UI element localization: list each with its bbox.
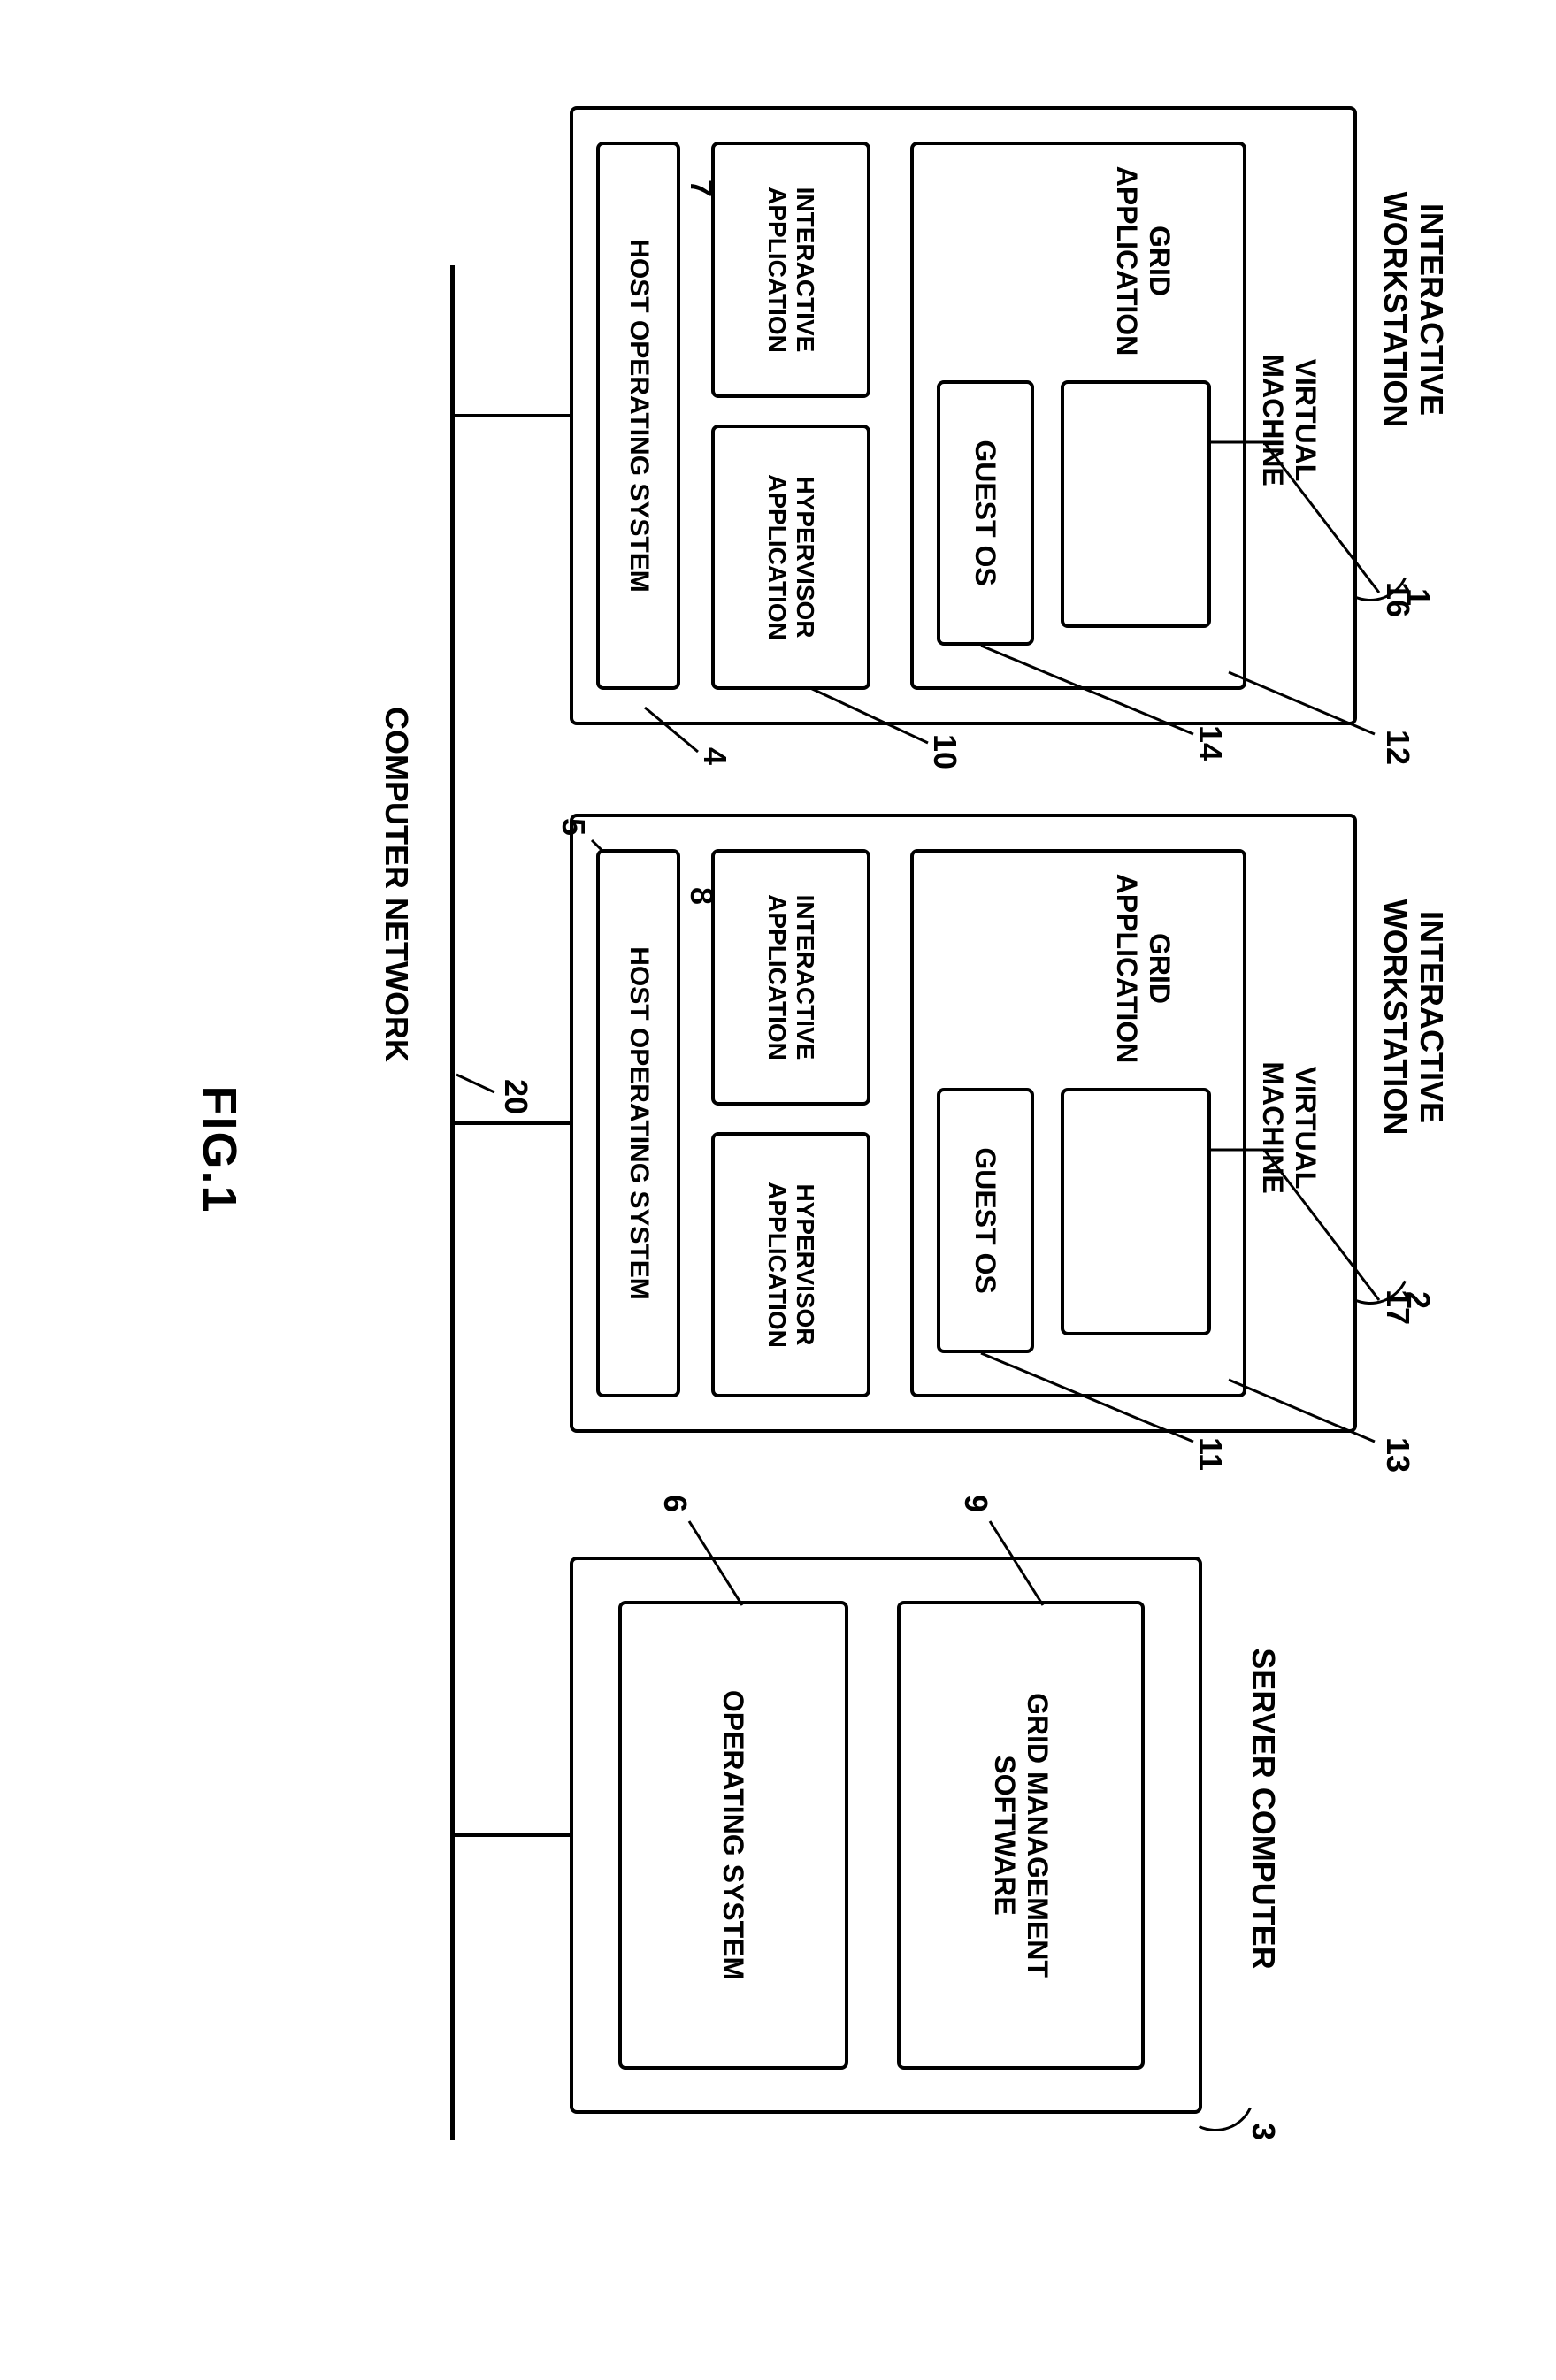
- ws1-hyp-label: HYPERVISOR APPLICATION: [763, 474, 819, 640]
- server-gridmgmt-label: GRID MANAGEMENT SOFTWARE: [988, 1693, 1054, 1978]
- network-bus: [450, 265, 455, 2140]
- server-gridmgmt-box: GRID MANAGEMENT SOFTWARE: [897, 1601, 1145, 2070]
- ws2-guestos-label: GUEST OS: [970, 1147, 1002, 1293]
- ws2-gridapp-label: GRID APPLICATION: [1110, 836, 1176, 1101]
- server-os-box: OPERATING SYSTEM: [618, 1601, 848, 2070]
- ws2-hyp-box: HYPERVISOR APPLICATION: [711, 1132, 870, 1397]
- ws1-hyp-ref: 10: [926, 734, 963, 769]
- server-os-ref: 6: [656, 1495, 694, 1512]
- ws1-gridapp-label: GRID APPLICATION: [1110, 128, 1176, 394]
- ws1-guestos-label: GUEST OS: [970, 440, 1002, 585]
- ws2-hyp-label: HYPERVISOR APPLICATION: [763, 1182, 819, 1348]
- ws2-hostos-label: HOST OPERATING SYSTEM: [623, 946, 654, 1299]
- ws1-gridapp-inner: [1061, 380, 1211, 628]
- bus-label: COMPUTER NETWORK: [379, 619, 415, 1150]
- ws1-vm-label: VIRTUAL MACHINE: [1256, 310, 1322, 531]
- ws1-hyp-box: HYPERVISOR APPLICATION: [711, 425, 870, 690]
- server-gridmgmt-ref: 9: [957, 1495, 994, 1512]
- ws1-intapp-label: INTERACTIVE APPLICATION: [763, 187, 819, 353]
- ws1-guestos-ref: 14: [1192, 725, 1229, 761]
- ws1-hostos-label: HOST OPERATING SYSTEM: [623, 239, 654, 592]
- ws2-gridapp-inner: [1061, 1088, 1211, 1335]
- ws2-gridapp-ref: 17: [1379, 1289, 1416, 1325]
- ws1-gridapp-ref: 16: [1379, 582, 1416, 617]
- ws2-vm-ref: 13: [1379, 1437, 1416, 1473]
- ws2-guestos-box: GUEST OS: [937, 1088, 1034, 1353]
- diagram-canvas: INTERACTIVE WORKSTATION 1 VIRTUAL MACHIN…: [0, 0, 1556, 1556]
- ws2-intapp-label: INTERACTIVE APPLICATION: [763, 894, 819, 1060]
- figure-title: FIG.1: [192, 1017, 247, 1282]
- ws2-guestos-ref: 11: [1192, 1437, 1229, 1471]
- ws1-vm-ref: 12: [1379, 730, 1416, 765]
- server-os-label: OPERATING SYSTEM: [717, 1690, 750, 1980]
- ws2-vm-label: VIRTUAL MACHINE: [1256, 1017, 1322, 1238]
- ws2-hostos-box: HOST OPERATING SYSTEM: [596, 849, 680, 1397]
- ws1-intapp-box: INTERACTIVE APPLICATION: [711, 142, 870, 398]
- ws1-hostos-ref: 4: [696, 747, 733, 765]
- ws2-intapp-ref: 8: [683, 887, 720, 905]
- ws1-guestos-box: GUEST OS: [937, 380, 1034, 646]
- ws1-hostos-box: HOST OPERATING SYSTEM: [596, 142, 680, 690]
- ws1-intapp-ref: 7: [683, 180, 720, 197]
- ws2-hostos-ref: 5: [555, 818, 592, 836]
- bus-ref: 20: [497, 1079, 534, 1114]
- ws1-title: INTERACTIVE WORKSTATION: [1376, 124, 1450, 495]
- server-ref: 3: [1245, 2123, 1282, 2140]
- ws2-intapp-box: INTERACTIVE APPLICATION: [711, 849, 870, 1106]
- server-title: SERVER COMPUTER: [1246, 1565, 1282, 2052]
- ws2-title: INTERACTIVE WORKSTATION: [1376, 831, 1450, 1203]
